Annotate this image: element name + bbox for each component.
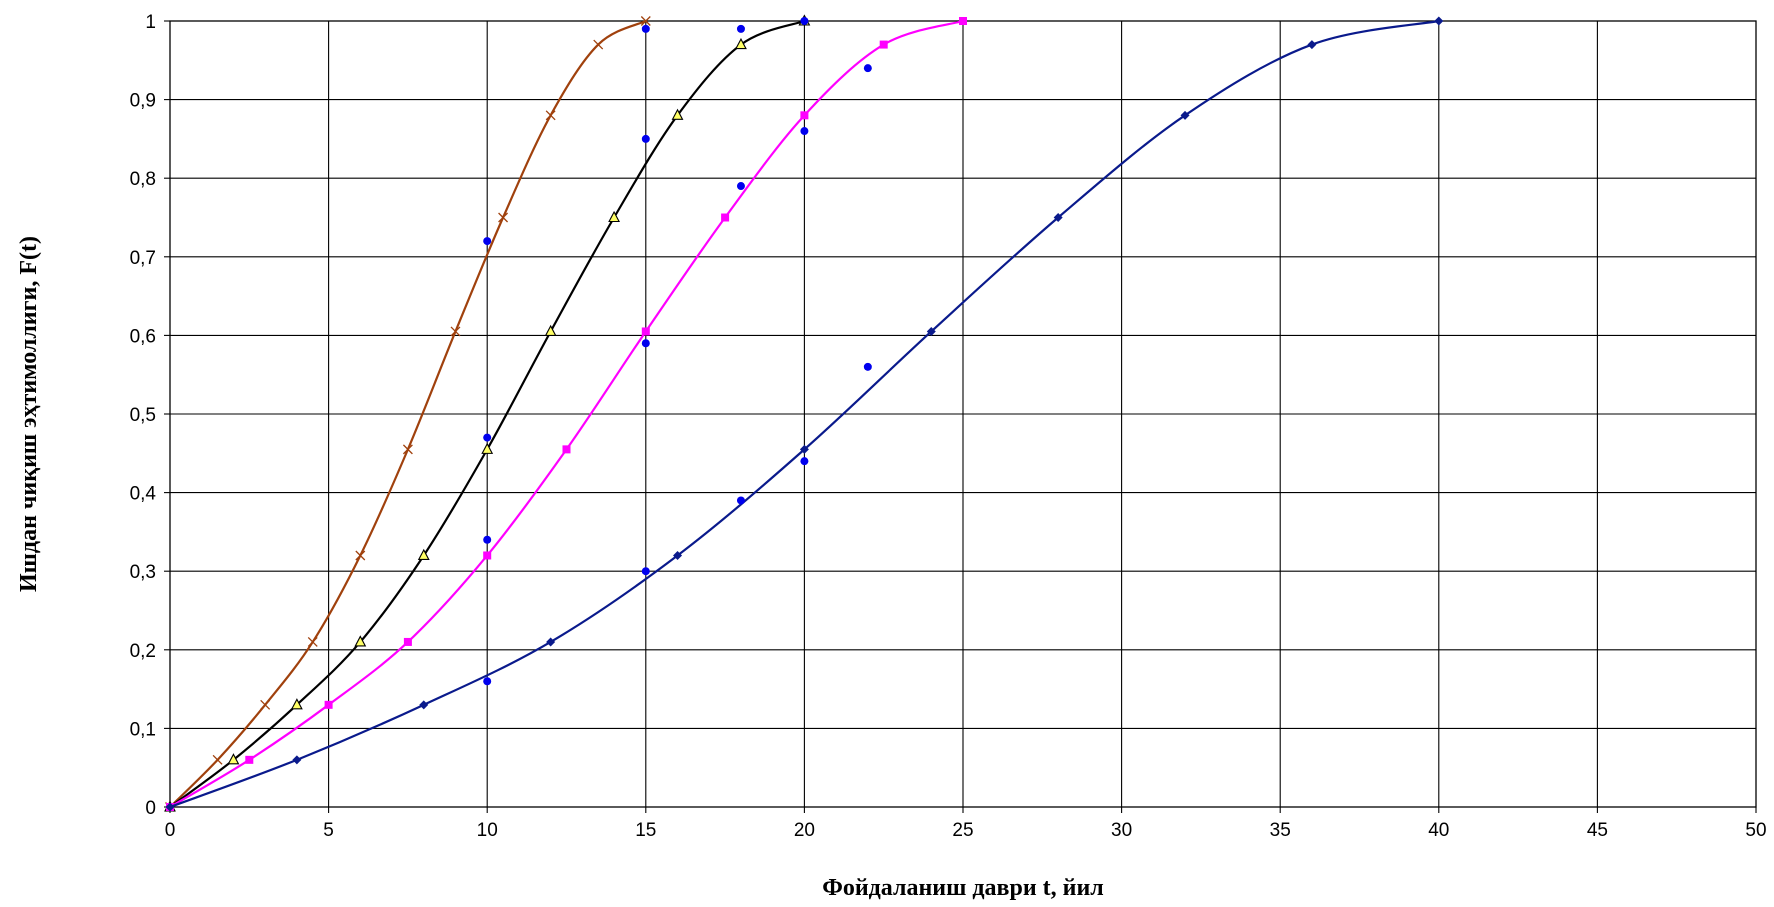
y-tick-label: 1 — [145, 12, 156, 33]
y-tick-label: 0,9 — [130, 91, 156, 112]
x-axis-title: Фойдаланиш даври t, йил — [822, 875, 1104, 901]
data-point — [735, 37, 747, 50]
data-point — [403, 637, 412, 646]
y-axis-title: Ишдан чиқиш эҳтимоллиги, F(t) — [16, 236, 42, 592]
scatter-point — [641, 134, 650, 143]
data-point — [260, 699, 271, 710]
scatter-point — [863, 64, 872, 73]
data-point — [1180, 110, 1190, 120]
data-point — [354, 635, 367, 647]
scatter-point — [800, 127, 809, 136]
data-point — [721, 213, 730, 222]
data-point — [800, 111, 809, 120]
data-point — [355, 550, 366, 561]
data-point — [227, 753, 240, 765]
y-tick-label: 0,3 — [130, 562, 156, 583]
x-tick-label: 10 — [477, 820, 498, 841]
x-tick-label: 40 — [1428, 820, 1449, 841]
data-point — [879, 40, 888, 49]
data-point — [324, 700, 333, 709]
y-tick-label: 0 — [145, 798, 156, 819]
series-4 — [165, 16, 1444, 812]
data-point — [926, 326, 936, 336]
scatter-point — [483, 535, 492, 544]
data-point — [419, 700, 429, 710]
data-point — [799, 444, 809, 454]
data-point — [402, 444, 413, 455]
series-3 — [166, 17, 967, 811]
y-tick-labels: 0 0,1 0,2 0,3 0,4 0,5 0,6 0,7 0,8 0,9 1 — [130, 12, 157, 819]
data-point — [641, 327, 650, 336]
data-point — [450, 326, 461, 337]
y-tick-label: 0,6 — [130, 326, 156, 347]
x-tick-label: 30 — [1111, 820, 1132, 841]
y-tick-label: 0,1 — [130, 719, 156, 740]
data-point — [481, 442, 494, 454]
y-tick-label: 0,4 — [130, 484, 157, 505]
x-tick-label: 20 — [794, 820, 815, 841]
y-tick-label: 0,8 — [130, 169, 156, 190]
data-point — [562, 445, 571, 454]
y-tick-label: 0,7 — [130, 248, 156, 269]
scatter-point — [800, 17, 809, 25]
scatter-point — [736, 24, 745, 33]
series-line — [169, 19, 964, 808]
data-point — [640, 16, 651, 26]
y-tick-label: 0,5 — [130, 405, 156, 426]
x-tick-label: 0 — [165, 820, 176, 841]
scatter-point — [641, 339, 650, 348]
x-tick-labels: 0 5 10 15 20 25 30 35 40 45 50 — [165, 820, 1767, 841]
scatter-point — [736, 496, 745, 505]
data-point — [1434, 16, 1444, 26]
data-point — [290, 698, 303, 710]
series-line — [169, 19, 647, 808]
x-tick-label: 5 — [323, 820, 334, 841]
data-point — [959, 17, 967, 25]
series-2 — [164, 14, 811, 812]
scatter-point — [800, 457, 809, 466]
data-point — [245, 755, 254, 764]
data-point — [165, 802, 175, 812]
x-tick-label: 15 — [635, 820, 656, 841]
data-point — [544, 324, 557, 337]
scatter-points — [483, 17, 872, 686]
data-point — [417, 548, 430, 561]
scatter-point — [483, 433, 492, 442]
scatter-point — [641, 567, 650, 576]
plot-grid — [164, 20, 1757, 813]
x-tick-label: 50 — [1745, 820, 1766, 841]
scatter-point — [641, 24, 650, 33]
scatter-point — [483, 237, 492, 246]
x-tick-label: 25 — [952, 820, 973, 841]
data-point — [292, 755, 302, 765]
scatter-point — [863, 362, 872, 371]
x-tick-label: 35 — [1270, 820, 1291, 841]
data-point — [1307, 40, 1317, 50]
data-point — [1053, 213, 1063, 222]
x-tick-label: 45 — [1587, 820, 1608, 841]
data-point — [608, 210, 620, 223]
series-line — [169, 19, 1440, 809]
y-tick-label: 0,2 — [130, 641, 156, 662]
data-point — [498, 212, 509, 223]
data-point — [483, 551, 492, 560]
data-point — [546, 637, 556, 647]
scatter-point — [483, 677, 492, 686]
data-point — [307, 636, 318, 647]
series-1 — [165, 16, 651, 812]
scatter-point — [736, 182, 745, 191]
data-point — [212, 754, 223, 765]
data-point — [673, 550, 683, 560]
data-point — [545, 110, 556, 121]
series-curves — [164, 14, 1444, 812]
data-point — [671, 108, 684, 120]
data-point — [593, 39, 604, 50]
